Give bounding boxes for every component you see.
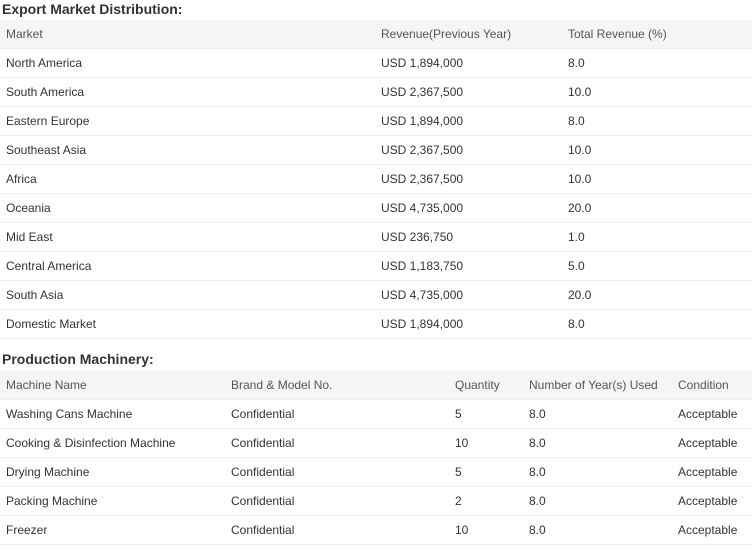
export-market-table: Market Revenue(Previous Year) Total Reve…	[0, 20, 752, 339]
revenue-cell: USD 1,894,000	[375, 106, 562, 136]
revenue-cell: USD 2,367,500	[375, 77, 562, 107]
column-header-quantity: Quantity	[449, 371, 523, 400]
percent-cell: 10.0	[562, 135, 752, 165]
percent-cell: 10.0	[562, 77, 752, 107]
years-used-cell: 8.0	[523, 515, 672, 545]
revenue-cell: USD 236,750	[375, 222, 562, 252]
table-row: Southeast Asia USD 2,367,500 10.0	[0, 135, 752, 165]
percent-cell: 8.0	[562, 309, 752, 339]
revenue-cell: USD 4,735,000	[375, 193, 562, 223]
table-row: Drying Machine Confidential 5 8.0 Acceptable	[0, 457, 752, 487]
table-row: Domestic Market USD 1,894,000 8.0	[0, 309, 752, 339]
market-cell: Oceania	[0, 193, 375, 223]
production-machinery-table: Machine Name Brand & Model No. Quantity …	[0, 371, 752, 545]
table-row: South Asia USD 4,735,000 20.0	[0, 280, 752, 310]
table-row: Africa USD 2,367,500 10.0	[0, 164, 752, 194]
market-cell: South America	[0, 77, 375, 107]
machine-name-cell: Packing Machine	[0, 486, 225, 516]
revenue-cell: USD 1,183,750	[375, 251, 562, 281]
quantity-cell: 10	[449, 515, 523, 545]
years-used-cell: 8.0	[523, 457, 672, 487]
condition-cell: Acceptable	[672, 428, 752, 458]
revenue-cell: USD 2,367,500	[375, 164, 562, 194]
market-cell: Central America	[0, 251, 375, 281]
column-header-years-used: Number of Year(s) Used	[523, 371, 672, 400]
column-header-revenue: Revenue(Previous Year)	[375, 20, 562, 49]
percent-cell: 5.0	[562, 251, 752, 281]
market-cell: Mid East	[0, 222, 375, 252]
market-cell: Africa	[0, 164, 375, 194]
column-header-market: Market	[0, 20, 375, 49]
percent-cell: 1.0	[562, 222, 752, 252]
export-section-title: Export Market Distribution:	[2, 1, 183, 17]
percent-cell: 20.0	[562, 280, 752, 310]
years-used-cell: 8.0	[523, 428, 672, 458]
percent-cell: 10.0	[562, 164, 752, 194]
table-row: Cooking & Disinfection Machine Confidenti…	[0, 428, 752, 458]
quantity-cell: 5	[449, 457, 523, 487]
percent-cell: 8.0	[562, 48, 752, 78]
column-header-machine-name: Machine Name	[0, 371, 225, 400]
percent-cell: 8.0	[562, 106, 752, 136]
brand-model-cell: Confidential	[225, 428, 449, 458]
machine-name-cell: Drying Machine	[0, 457, 225, 487]
column-header-condition: Condition	[672, 371, 752, 400]
machine-name-cell: Freezer	[0, 515, 225, 545]
quantity-cell: 5	[449, 399, 523, 429]
table-row: Central America USD 1,183,750 5.0	[0, 251, 752, 281]
column-header-total-revenue: Total Revenue (%)	[562, 20, 752, 49]
revenue-cell: USD 4,735,000	[375, 280, 562, 310]
table-row: Washing Cans Machine Confidential 5 8.0 Acce…	[0, 399, 752, 429]
percent-cell: 20.0	[562, 193, 752, 223]
market-cell: Domestic Market	[0, 309, 375, 339]
market-cell: North America	[0, 48, 375, 78]
table-row: South America USD 2,367,500 10.0	[0, 77, 752, 107]
table-row: Freezer Confidential 10 8.0 Acceptable	[0, 515, 752, 545]
brand-model-cell: Confidential	[225, 515, 449, 545]
table-row: Eastern Europe USD 1,894,000 8.0	[0, 106, 752, 136]
brand-model-cell: Confidential	[225, 457, 449, 487]
quantity-cell: 10	[449, 428, 523, 458]
market-cell: Eastern Europe	[0, 106, 375, 136]
table-header-row: Market Revenue(Previous Year) Total Reve…	[0, 20, 752, 49]
machine-name-cell: Washing Cans Machine	[0, 399, 225, 429]
condition-cell: Acceptable	[672, 399, 752, 429]
machinery-section-title: Production Machinery:	[2, 351, 154, 367]
revenue-cell: USD 1,894,000	[375, 48, 562, 78]
brand-model-cell: Confidential	[225, 486, 449, 516]
table-row: Packing Machine Confidential 2 8.0 Acceptabl…	[0, 486, 752, 516]
market-cell: South Asia	[0, 280, 375, 310]
condition-cell: Acceptable	[672, 515, 752, 545]
condition-cell: Acceptable	[672, 457, 752, 487]
condition-cell: Acceptable	[672, 486, 752, 516]
revenue-cell: USD 2,367,500	[375, 135, 562, 165]
table-header-row: Machine Name Brand & Model No. Quantity …	[0, 371, 752, 400]
quantity-cell: 2	[449, 486, 523, 516]
revenue-cell: USD 1,894,000	[375, 309, 562, 339]
column-header-brand-model: Brand & Model No.	[225, 371, 449, 400]
brand-model-cell: Confidential	[225, 399, 449, 429]
table-row: Oceania USD 4,735,000 20.0	[0, 193, 752, 223]
market-cell: Southeast Asia	[0, 135, 375, 165]
table-row: North America USD 1,894,000 8.0	[0, 48, 752, 78]
table-row: Mid East USD 236,750 1.0	[0, 222, 752, 252]
years-used-cell: 8.0	[523, 486, 672, 516]
years-used-cell: 8.0	[523, 399, 672, 429]
machine-name-cell: Cooking & Disinfection Machine	[0, 428, 225, 458]
